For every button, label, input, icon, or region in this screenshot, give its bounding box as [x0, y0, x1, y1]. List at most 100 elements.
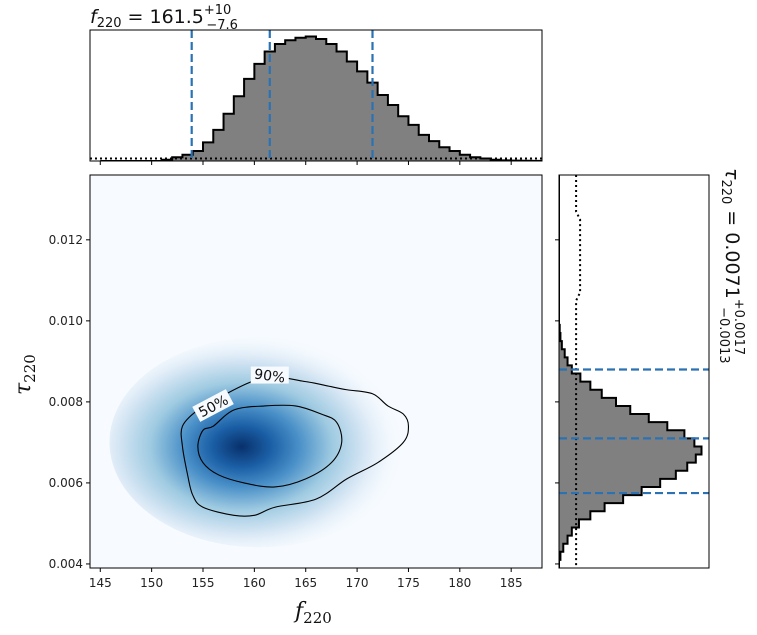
tau220-hist-bar	[559, 478, 661, 488]
tau220-hist-outline	[559, 175, 703, 568]
f220-hist-bar	[295, 37, 307, 161]
tau220-hist-bar	[559, 438, 695, 447]
y-tick-label: 0.008	[49, 395, 83, 409]
tau220-hist-bar	[559, 341, 562, 350]
f220-marginal-frame	[89, 29, 543, 162]
tau220-marginal-frame	[558, 174, 710, 569]
tau220-hist-bar	[559, 454, 696, 464]
tau220-hist-bar	[559, 357, 568, 366]
tau220-hist-bar	[559, 373, 581, 383]
x-tick-label: 170	[346, 576, 369, 590]
f220-hist-bar	[387, 104, 399, 161]
f220-histogram	[90, 35, 542, 161]
tau220-hist-bar	[559, 543, 564, 553]
f220-hist-bar	[357, 71, 368, 161]
y-tick-label: 0.012	[49, 233, 83, 247]
tau220-marginal-panel: τ220 = 0.0071+0.0017−0.0013	[555, 168, 746, 569]
tau220-hist-bar	[559, 430, 685, 439]
f220-marginal-title: f220 = 161.5+10 −7.6	[90, 3, 238, 33]
f220-hist-bar	[305, 36, 317, 161]
f220-hist-bar	[223, 113, 235, 161]
y-tick-label: 0.010	[49, 314, 83, 328]
joint-panel-frame	[89, 174, 543, 569]
x-tick-label: 150	[140, 576, 163, 590]
y-axis-ticks: 0.004 0.006 0.008 0.010 0.012	[49, 233, 90, 571]
f220-marginal-panel: f220 = 161.5+10 −7.6	[89, 3, 543, 165]
f220-hist-bar	[346, 61, 358, 161]
y-tick-label: 0.004	[49, 557, 83, 571]
f220-title-value: = 161.5	[128, 6, 204, 28]
f220-hist-bar	[182, 154, 194, 161]
tau220-hist-bar	[559, 462, 688, 472]
x-tick-label: 155	[192, 576, 215, 590]
f220-hist-bar	[377, 95, 389, 161]
density-peak	[109, 337, 410, 548]
tau220-title-plus-error: +0.0017	[731, 299, 746, 355]
tau220-histogram	[559, 175, 703, 568]
credible-contours	[180, 376, 410, 517]
f220-hist-bar	[254, 63, 266, 161]
tau220-hist-bar	[559, 503, 605, 512]
tau220-hist-bar	[559, 446, 702, 455]
tau220-hist-bar	[559, 511, 591, 520]
f220-hist-bar	[316, 39, 327, 161]
tau220-hist-bar	[559, 519, 579, 528]
y-axis-label: τ220	[11, 354, 39, 395]
f220-marginal-ticks	[99, 161, 512, 165]
tau220-title-value: = 0.0071	[721, 210, 743, 298]
f220-hist-bar	[213, 129, 224, 161]
tau220-hist-bar	[559, 486, 642, 496]
f220-hist-bar	[408, 124, 420, 161]
x-axis-label: f220	[293, 599, 332, 627]
tau220-hist-bar	[559, 389, 602, 399]
tau220-hist-bar	[559, 470, 676, 480]
joint-posterior-panel: 90%50% 145 150 155 160 165 170 175 180 185 0.004…	[11, 174, 543, 627]
contour-label-90: 90%	[253, 366, 286, 386]
tau220-quantile-lines	[559, 368, 709, 495]
x-tick-label: 180	[448, 576, 471, 590]
f220-hist-bar	[326, 44, 337, 161]
f220-hist-bar	[233, 96, 245, 161]
f220-title-minus-error: −7.6	[206, 18, 238, 33]
contour-labels: 90%50%	[192, 366, 289, 422]
x-tick-label: 145	[89, 576, 112, 590]
f220-hist-bar	[418, 134, 430, 161]
contour-90	[180, 376, 410, 517]
y-tick-label: 0.006	[49, 476, 83, 490]
f220-hist-bar	[398, 116, 409, 161]
x-axis-ticks: 145 150 155 160 165 170 175 180 185	[89, 568, 523, 590]
f220-title-symbol: f	[90, 6, 100, 28]
f220-title-subscript: 220	[97, 16, 122, 31]
tau220-hist-bar	[559, 414, 649, 423]
tau220-hist-bar	[559, 495, 624, 504]
f220-hist-bar	[172, 157, 183, 161]
f220-hist-bar	[336, 51, 348, 161]
contour-label-bg	[250, 366, 289, 384]
f220-hist-bar	[274, 44, 286, 161]
f220-quantile-lines	[190, 30, 374, 161]
contour-50	[197, 404, 343, 488]
tau220-hist-bar	[559, 405, 631, 415]
tau220-title-symbol: τ	[721, 168, 743, 180]
tau220-marginal-ticks	[555, 239, 559, 565]
f220-title-plus-error: +10	[204, 3, 231, 18]
tau220-hist-bar	[559, 422, 668, 431]
tau220-hist-bar	[559, 527, 572, 536]
f220-hist-bar	[203, 142, 214, 161]
f220-hist-bar	[480, 158, 492, 161]
y-axis-label-symbol: τ	[11, 382, 36, 395]
tau220-marginal-title: τ220 = 0.0071+0.0017−0.0013	[716, 168, 746, 364]
x-axis-label-subscript: 220	[303, 609, 332, 627]
tau220-hist-bar	[559, 397, 616, 407]
contour-label-bg	[192, 389, 234, 422]
f220-hist-bar	[192, 151, 204, 161]
x-tick-label: 175	[397, 576, 420, 590]
tau220-prior-line	[575, 175, 582, 568]
f220-hist-outline	[100, 35, 542, 161]
tau220-hist-bar	[559, 349, 565, 358]
f220-hist-bar	[244, 78, 255, 161]
tau220-hist-bar	[559, 535, 568, 545]
x-tick-label: 160	[243, 576, 266, 590]
y-axis-label-subscript: 220	[21, 354, 39, 383]
